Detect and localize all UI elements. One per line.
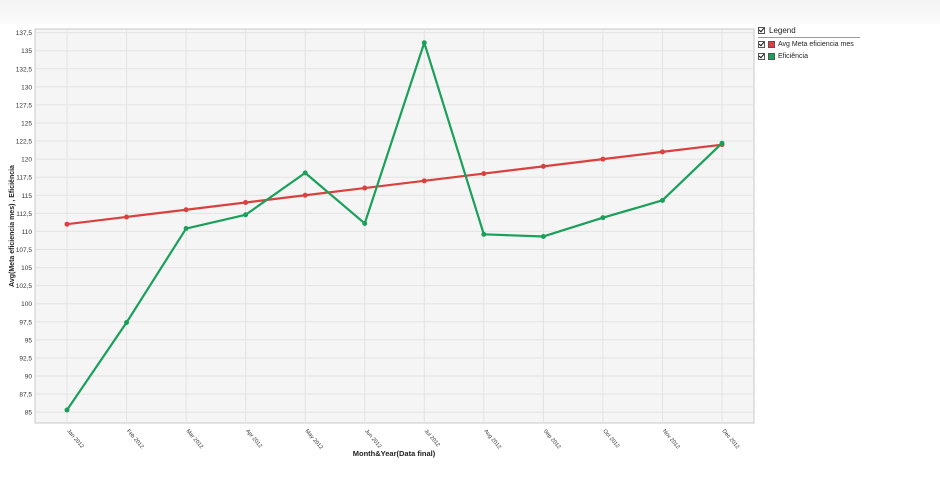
y-tick-label: 92,5 xyxy=(19,355,32,362)
legend-item-label: Avg Meta eficiencia mes xyxy=(778,41,854,48)
data-point xyxy=(124,214,130,220)
data-point xyxy=(183,207,189,213)
data-point xyxy=(243,200,249,206)
y-tick-label: 137,5 xyxy=(16,30,33,37)
x-tick-label: Feb 2012 xyxy=(125,428,145,450)
y-tick-label: 100 xyxy=(21,301,32,308)
plot-area xyxy=(34,28,755,424)
data-point xyxy=(124,320,130,326)
data-point xyxy=(600,156,606,162)
y-tick-label: 112,5 xyxy=(16,211,32,218)
series-layer xyxy=(64,40,725,413)
series-line-0 xyxy=(66,143,723,226)
data-point xyxy=(302,170,308,176)
y-tick-label: 115 xyxy=(22,193,33,200)
data-point xyxy=(302,192,308,198)
data-point xyxy=(600,215,606,221)
x-tick-label: Dec 2012 xyxy=(720,428,740,450)
x-tick-label: Nov 2012 xyxy=(661,428,681,450)
data-point xyxy=(64,407,70,413)
y-axis: 85 87,5 90 92,5 95 97,5 100 102,5 105 107,5 110 112… xyxy=(16,30,33,417)
y-axis-label: Avg(Meta eficiencia mes) , Eficiência xyxy=(9,165,16,287)
top-toolbar xyxy=(0,0,940,24)
x-tick-label: Jan 2012 xyxy=(65,428,84,449)
y-tick-label: 102,5 xyxy=(16,283,33,290)
x-tick-label: Jun 2012 xyxy=(363,428,382,449)
y-tick-label: 97,5 xyxy=(19,319,32,326)
data-point xyxy=(243,212,249,218)
legend-header: Legend xyxy=(758,25,860,38)
x-tick-label: Sep 2012 xyxy=(542,428,562,450)
legend-item-label: Eficiência xyxy=(778,53,808,60)
y-tick-label: 87,5 xyxy=(19,392,32,399)
y-tick-label: 110 xyxy=(22,229,33,236)
legend-item-avg-meta[interactable]: Avg Meta eficiencia mes xyxy=(758,39,860,50)
legend-title: Legend xyxy=(769,26,796,35)
x-tick-label: Jul 2012 xyxy=(423,428,441,448)
data-point xyxy=(540,163,546,169)
y-tick-label: 95 xyxy=(25,337,33,344)
y-tick-label: 120 xyxy=(21,157,32,164)
data-point xyxy=(183,226,189,232)
y-tick-label: 117,5 xyxy=(16,175,32,182)
data-point xyxy=(659,149,665,155)
series-color-swatch xyxy=(768,53,775,60)
legend: Legend Avg Meta eficiencia mes Eficiênci… xyxy=(758,25,860,62)
y-tick-label: 90 xyxy=(25,374,33,381)
y-tick-label: 107,5 xyxy=(16,247,33,254)
y-tick-label: 130 xyxy=(21,84,32,91)
data-point xyxy=(421,40,427,46)
y-tick-label: 105 xyxy=(21,265,32,272)
data-point xyxy=(540,233,546,239)
data-point xyxy=(362,220,368,226)
data-point xyxy=(719,140,725,146)
x-tick-label: Apr 2012 xyxy=(244,428,263,449)
y-tick-label: 127,5 xyxy=(16,102,33,109)
data-point xyxy=(481,171,487,177)
data-point xyxy=(659,197,665,203)
x-axis: Jan 2012 Feb 2012 Mar 2012 Apr 2012 May 2012… xyxy=(65,428,740,450)
y-tick-label: 125 xyxy=(21,120,32,127)
y-tick-label: 122,5 xyxy=(16,139,33,146)
series-color-swatch xyxy=(768,41,775,48)
legend-item-eficiencia[interactable]: Eficiência xyxy=(758,51,860,62)
series-toggle-checkbox[interactable] xyxy=(758,53,765,60)
data-point xyxy=(421,178,427,184)
x-tick-label: May 2012 xyxy=(304,428,324,450)
data-point xyxy=(64,221,70,227)
x-tick-label: Aug 2012 xyxy=(482,428,502,450)
y-tick-label: 132,5 xyxy=(16,66,33,73)
y-tick-label: 135 xyxy=(21,48,32,55)
y-tick-label: 85 xyxy=(25,410,33,417)
grid-lines xyxy=(35,29,754,423)
data-point xyxy=(362,185,368,191)
x-tick-label: Mar 2012 xyxy=(185,428,205,450)
x-tick-label: Oct 2012 xyxy=(601,428,620,449)
legend-toggle-checkbox[interactable] xyxy=(758,27,765,34)
series-toggle-checkbox[interactable] xyxy=(758,41,765,48)
series-line-1 xyxy=(66,41,723,411)
data-point xyxy=(481,231,487,237)
x-axis-label: Month&Year(Data final) xyxy=(353,449,436,458)
